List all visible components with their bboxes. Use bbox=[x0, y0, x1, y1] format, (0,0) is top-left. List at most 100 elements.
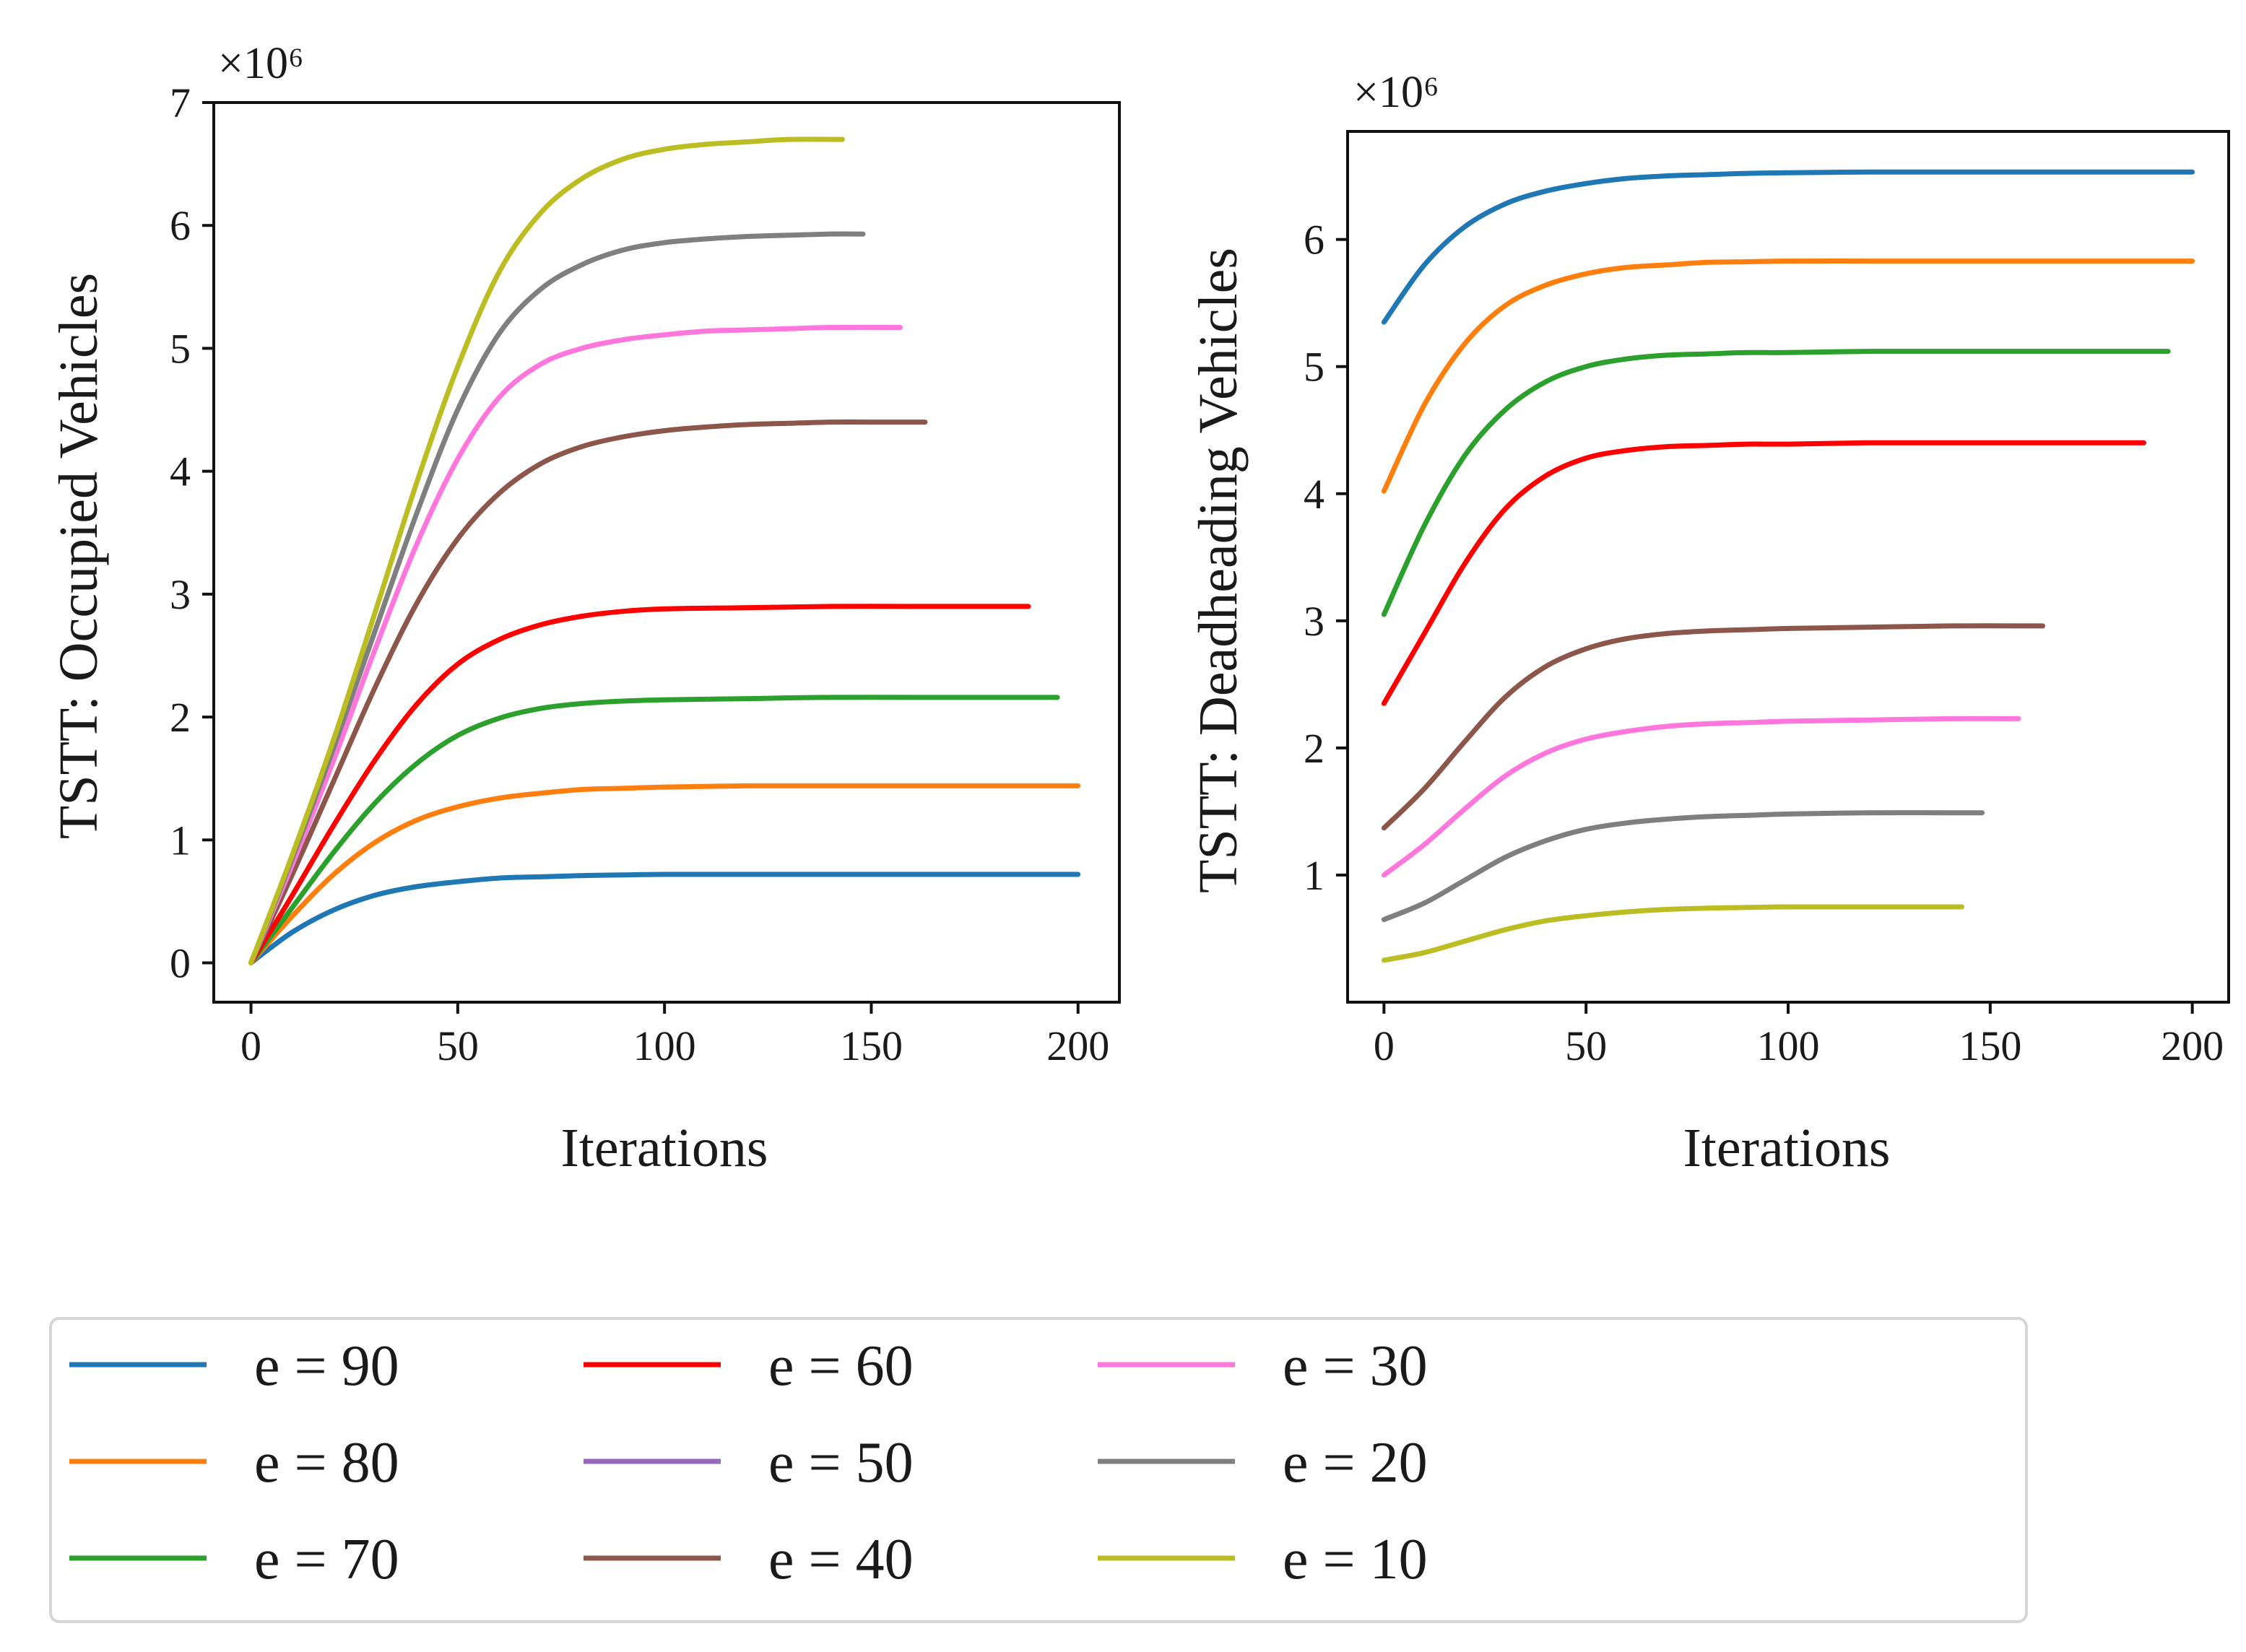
series-line-left-e90 bbox=[248, 871, 1081, 965]
x-tick-label: 200 bbox=[2161, 1022, 2224, 1069]
y-tick-label: 5 bbox=[170, 325, 191, 372]
legend-label: e = 80 bbox=[254, 1431, 399, 1495]
x-tick-left-0: 0 bbox=[240, 1002, 261, 1069]
legend-label: e = 10 bbox=[1283, 1528, 1428, 1591]
series-line-left-e20 bbox=[248, 231, 866, 965]
series-line-left-e80 bbox=[248, 783, 1081, 965]
y-tick-label: 3 bbox=[170, 571, 191, 618]
y-tick-label: 6 bbox=[170, 202, 191, 249]
legend: e = 90 e = 80 e = 70 e = 60 e = 50 e = 40 e = … bbox=[49, 1317, 2028, 1623]
x-tick-label: 0 bbox=[240, 1022, 261, 1069]
axes-frame-right bbox=[1346, 130, 2230, 1004]
legend-item-e40: e = 40 bbox=[584, 1528, 914, 1591]
series-line-left-e60 bbox=[248, 604, 1031, 965]
legend-label: e = 70 bbox=[254, 1528, 399, 1591]
y-tick-right-1: 1 bbox=[1304, 852, 1348, 899]
series-line-left-e70 bbox=[248, 695, 1060, 965]
x-tick-label: 100 bbox=[633, 1022, 696, 1069]
series-line-right-e30 bbox=[1381, 716, 2021, 878]
y-tick-left-2: 2 bbox=[170, 694, 214, 741]
legend-label: e = 30 bbox=[1283, 1334, 1428, 1398]
y-tick-label: 1 bbox=[170, 817, 191, 864]
legend-item-e50: e = 50 bbox=[584, 1431, 914, 1495]
y-tick-left-3: 3 bbox=[170, 571, 214, 618]
x-tick-right-100: 100 bbox=[1757, 1002, 1820, 1069]
x-ticks-left: 0 50 100 150 200 bbox=[240, 1002, 1109, 1069]
legend-item-e90: e = 90 bbox=[69, 1334, 399, 1398]
x-tick-label: 100 bbox=[1757, 1022, 1820, 1069]
y-tick-left-5: 5 bbox=[170, 325, 214, 372]
y-axis-label-right: TSTT: Deadheading Vehicles bbox=[1188, 248, 1249, 893]
y-offset-left: ×10⁶ bbox=[218, 39, 304, 88]
series-line-right-e90 bbox=[1381, 169, 2195, 325]
legend-frame bbox=[49, 1317, 2028, 1623]
y-axis-label-left: TSTT: Occupied Vehicles bbox=[48, 273, 109, 839]
legend-label: e = 90 bbox=[254, 1334, 399, 1398]
y-tick-label: 4 bbox=[170, 448, 191, 495]
y-tick-left-0: 0 bbox=[170, 940, 214, 987]
legend-entries: e = 90 e = 80 e = 70 e = 60 e = 50 e = 40 e = … bbox=[69, 1334, 1428, 1591]
legend-item-e30: e = 30 bbox=[1098, 1334, 1428, 1398]
y-tick-label: 4 bbox=[1304, 471, 1324, 518]
y-tick-right-6: 6 bbox=[1304, 217, 1348, 264]
series-line-right-e20 bbox=[1381, 810, 1985, 923]
y-tick-label: 5 bbox=[1304, 344, 1324, 391]
legend-item-e10: e = 10 bbox=[1098, 1528, 1428, 1591]
y-tick-label: 6 bbox=[1304, 217, 1324, 264]
plot-area-left bbox=[248, 136, 1081, 965]
legend-item-e20: e = 20 bbox=[1098, 1431, 1428, 1495]
x-tick-label: 0 bbox=[1374, 1022, 1395, 1069]
y-tick-left-1: 1 bbox=[170, 817, 214, 864]
x-tick-right-0: 0 bbox=[1374, 1002, 1395, 1069]
y-tick-label: 2 bbox=[1304, 725, 1324, 772]
series-line-left-e10 bbox=[248, 136, 845, 965]
y-tick-right-2: 2 bbox=[1304, 725, 1348, 772]
x-tick-left-150: 150 bbox=[840, 1002, 903, 1069]
x-tick-left-100: 100 bbox=[633, 1002, 696, 1069]
x-axis-label-right: Iterations bbox=[1683, 1118, 1890, 1178]
x-tick-right-200: 200 bbox=[2161, 1002, 2224, 1069]
legend-label: e = 50 bbox=[768, 1431, 914, 1495]
series-line-right-e80 bbox=[1381, 258, 2195, 494]
y-tick-left-4: 4 bbox=[170, 448, 214, 495]
chart-occupied-vehicles: ×10⁶ TSTT: Occupied Vehicles Iterations … bbox=[48, 39, 1121, 1178]
series-line-right-e70 bbox=[1381, 348, 2171, 617]
plot-area-right bbox=[1381, 169, 2195, 963]
series-line-right-e40 bbox=[1381, 623, 2046, 831]
series-line-right-e60 bbox=[1381, 440, 2146, 706]
y-tick-label: 0 bbox=[170, 940, 191, 987]
x-tick-right-150: 150 bbox=[1959, 1002, 2021, 1069]
x-tick-label: 50 bbox=[437, 1022, 479, 1069]
y-tick-right-3: 3 bbox=[1304, 598, 1348, 645]
x-ticks-right: 0 50 100 150 200 bbox=[1374, 1002, 2224, 1069]
axes-frame-left bbox=[212, 101, 1121, 1004]
y-tick-label: 1 bbox=[1304, 852, 1324, 899]
y-tick-label: 7 bbox=[170, 79, 191, 126]
x-tick-left-50: 50 bbox=[437, 1002, 479, 1069]
series-line-right-e10 bbox=[1381, 904, 1965, 963]
legend-item-e70: e = 70 bbox=[69, 1528, 399, 1591]
legend-item-e60: e = 60 bbox=[584, 1334, 914, 1398]
y-tick-right-5: 5 bbox=[1304, 344, 1348, 391]
y-tick-right-4: 4 bbox=[1304, 471, 1348, 518]
y-tick-label: 3 bbox=[1304, 598, 1324, 645]
x-tick-label: 150 bbox=[840, 1022, 903, 1069]
y-tick-left-6: 6 bbox=[170, 202, 214, 249]
y-ticks-left: 0 1 2 3 4 5 6 7 bbox=[170, 79, 214, 987]
x-tick-label: 200 bbox=[1046, 1022, 1109, 1069]
y-tick-left-7: 7 bbox=[170, 79, 214, 126]
series-line-left-e40 bbox=[248, 419, 928, 965]
x-tick-right-50: 50 bbox=[1565, 1002, 1607, 1069]
legend-item-e80: e = 80 bbox=[69, 1431, 399, 1495]
legend-label: e = 60 bbox=[768, 1334, 914, 1398]
y-tick-label: 2 bbox=[170, 694, 191, 741]
legend-label: e = 20 bbox=[1283, 1431, 1428, 1495]
x-tick-left-200: 200 bbox=[1046, 1002, 1109, 1069]
y-ticks-right: 1 2 3 4 5 6 bbox=[1304, 217, 1348, 899]
x-tick-label: 150 bbox=[1959, 1022, 2021, 1069]
y-offset-right: ×10⁶ bbox=[1353, 68, 1439, 117]
chart-deadheading-vehicles: ×10⁶ TSTT: Deadheading Vehicles Iteratio… bbox=[1188, 68, 2230, 1178]
x-tick-label: 50 bbox=[1565, 1022, 1607, 1069]
series-line-left-e30 bbox=[248, 324, 903, 965]
